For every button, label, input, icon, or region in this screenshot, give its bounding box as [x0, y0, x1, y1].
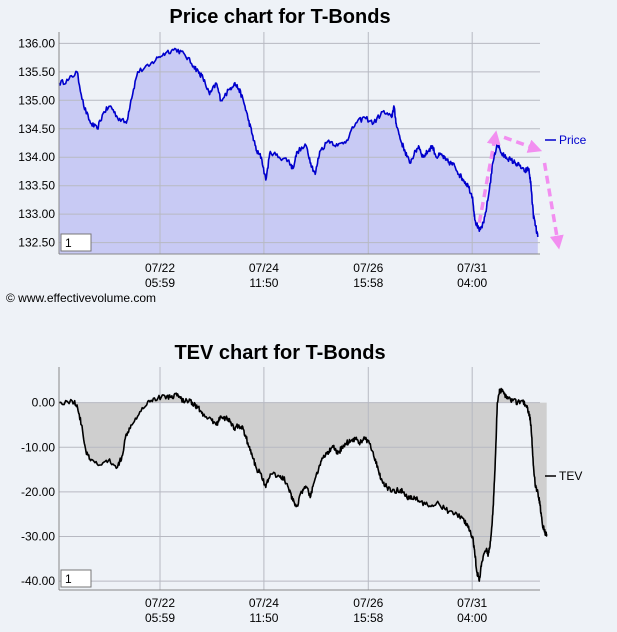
- x-tick-date: 07/24: [249, 596, 279, 610]
- x-tick-time: 05:59: [145, 276, 175, 290]
- x-tick-date: 07/26: [353, 596, 383, 610]
- y-tick-label: -40.00: [21, 574, 55, 588]
- x-tick-date: 07/26: [353, 261, 383, 275]
- y-tick-label: -20.00: [21, 485, 55, 499]
- zoom-input-box: [60, 569, 92, 588]
- y-tick-label: 132.50: [18, 236, 55, 250]
- x-tick-date: 07/24: [249, 261, 279, 275]
- price-chart-title: Price chart for T-Bonds: [169, 6, 391, 28]
- annotation-arrow: [503, 135, 543, 153]
- y-tick-label: 135.00: [18, 93, 55, 107]
- zoom-input-value: 1: [65, 236, 72, 250]
- annotation-arrow: [542, 162, 564, 250]
- tev-chart-title: TEV chart for T-Bonds: [174, 342, 386, 364]
- copyright-text: © www.effectivevolume.com: [6, 291, 157, 305]
- series-line: [58, 387, 548, 582]
- legend-label: TEV: [559, 469, 582, 483]
- x-tick-time: 11:50: [249, 611, 278, 625]
- x-tick-date: 07/31: [457, 261, 487, 275]
- zoom-input[interactable]: 1: [60, 569, 92, 588]
- x-tick-time: 15:58: [353, 611, 383, 625]
- x-tick-time: 11:50: [249, 276, 278, 290]
- x-tick-date: 07/22: [145, 261, 175, 275]
- x-tick-time: 04:00: [457, 276, 487, 290]
- y-tick-label: 0.00: [32, 396, 56, 410]
- x-tick-time: 05:59: [145, 611, 175, 625]
- series-line: [58, 47, 539, 237]
- y-tick-label: 134.50: [18, 122, 55, 136]
- y-tick-label: 135.50: [18, 65, 55, 79]
- zoom-input[interactable]: 1: [60, 233, 92, 252]
- x-tick-time: 15:58: [353, 276, 383, 290]
- x-tick-date: 07/22: [145, 596, 175, 610]
- x-tick-time: 04:00: [457, 611, 487, 625]
- y-tick-label: 136.00: [18, 36, 55, 50]
- y-tick-label: -10.00: [21, 440, 55, 454]
- series-area: [59, 388, 547, 582]
- x-tick-date: 07/31: [457, 596, 487, 610]
- legend-label: Price: [559, 133, 587, 147]
- annotation-arrow: [477, 130, 501, 224]
- y-tick-label: 134.00: [18, 150, 55, 164]
- y-tick-label: -30.00: [21, 529, 55, 543]
- y-tick-label: 133.50: [18, 179, 55, 193]
- zoom-input-value: 1: [65, 572, 72, 586]
- zoom-input-box: [60, 233, 92, 252]
- y-tick-label: 133.00: [18, 207, 55, 221]
